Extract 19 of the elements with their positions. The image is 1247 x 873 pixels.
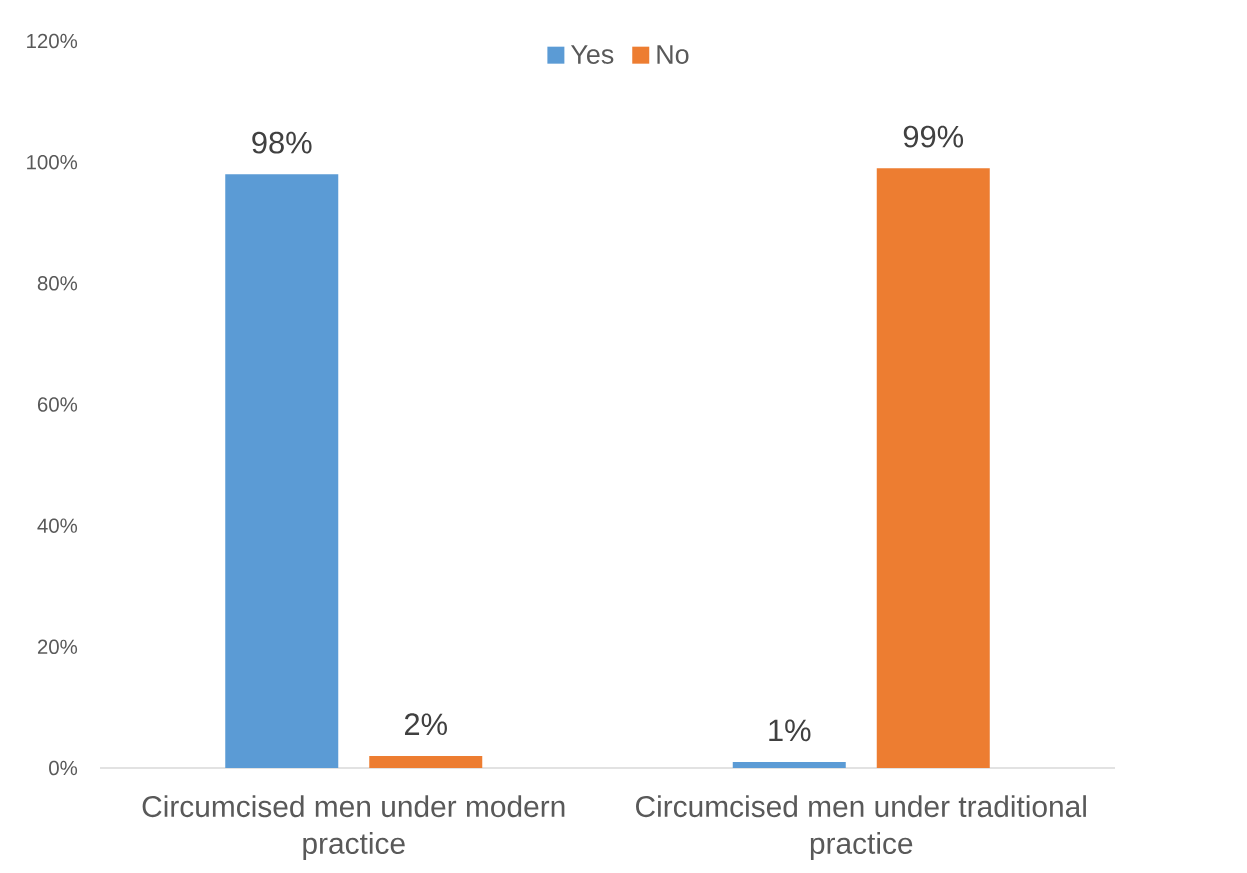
bar <box>876 168 990 768</box>
y-tick-label: 120% <box>27 33 78 49</box>
bar <box>369 755 483 768</box>
x-tick-label: Circumcised men under modern practice <box>142 795 565 860</box>
y-tick-label: 80% <box>37 276 78 291</box>
legend-label: No <box>657 45 689 64</box>
data-label: 1% <box>769 719 811 742</box>
x-tick-label: Circumcised men under traditional practice <box>636 795 1086 860</box>
bar <box>732 761 846 768</box>
data-label: 99% <box>903 125 964 148</box>
legend-label: Yes <box>570 45 614 64</box>
y-tick-label: 60% <box>37 397 78 412</box>
y-tick-label: 20% <box>37 639 78 655</box>
y-tick-label: 40% <box>37 518 78 533</box>
data-label: 2% <box>404 713 447 736</box>
y-tick-label: 0% <box>49 760 78 776</box>
bar <box>225 174 339 768</box>
y-tick-label: 100% <box>27 154 78 170</box>
data-label: 98% <box>252 131 312 154</box>
